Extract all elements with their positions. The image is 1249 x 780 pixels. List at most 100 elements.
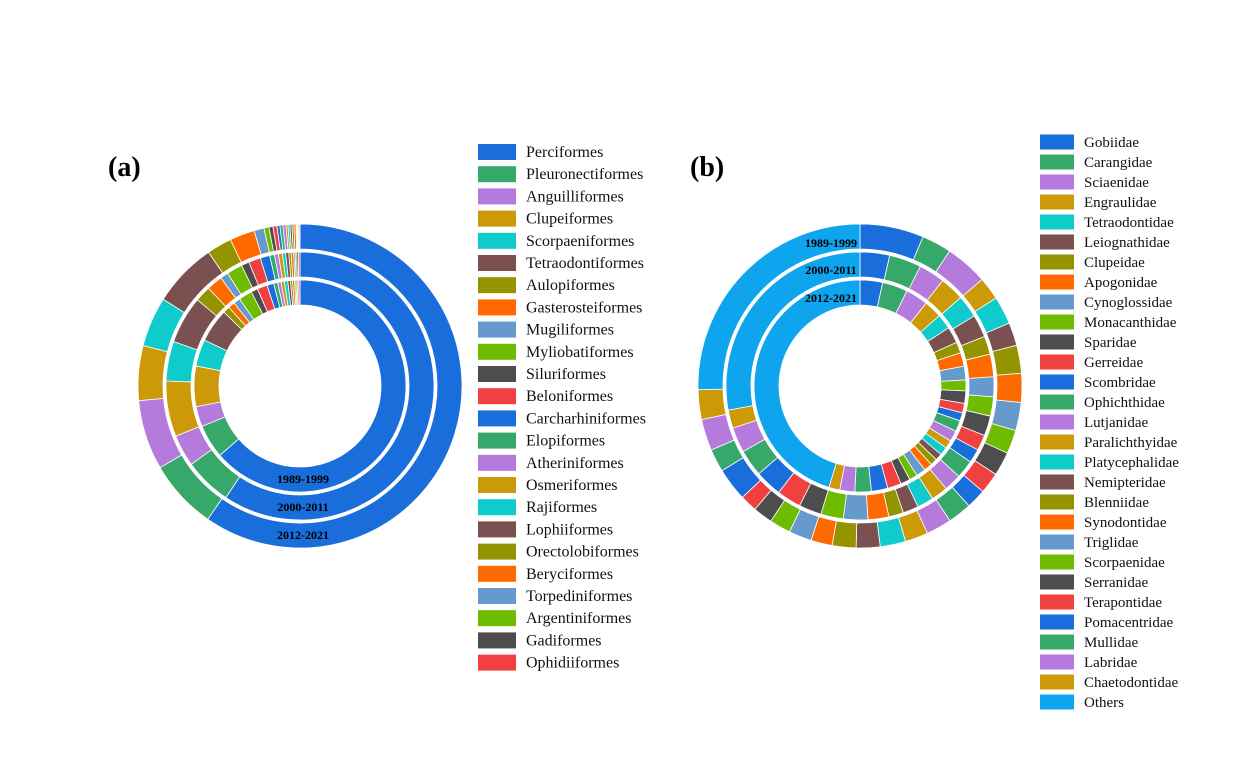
slice-1989-1999-mullidae — [854, 466, 872, 493]
legend-label-blenniidae: Blenniidae — [1084, 495, 1149, 511]
legend-swatch-pleuronectiformes — [478, 166, 516, 183]
legend-item-gerreidae: Gerreidae — [1040, 354, 1143, 371]
legend-label-pleuronectiformes: Pleuronectiformes — [526, 166, 643, 183]
legend-item-scorpaeniformes: Scorpaeniformes — [478, 232, 634, 250]
slice-2012-2021-nemipteridae — [855, 521, 881, 549]
legend-swatch-orectolobiformes — [478, 543, 516, 560]
legend-swatch-triglidae — [1040, 534, 1074, 550]
legend-label-argentiniformes: Argentiniformes — [526, 610, 631, 627]
slice-2012-2021-chaetodontidae — [697, 388, 727, 421]
slice-2000-2011-cynoglossidae — [968, 376, 995, 398]
legend-label-terapontidae: Terapontidae — [1084, 595, 1162, 611]
legend-item-lophiiformes: Lophiiformes — [478, 521, 613, 538]
legend-swatch-platycephalidae — [1040, 454, 1074, 470]
legend-swatch-perciformes — [478, 144, 516, 160]
legend-label-monacanthidae: Monacanthidae — [1084, 315, 1177, 331]
legend-swatch-gadiformes — [478, 632, 516, 649]
slice-2012-2021-clupeiformes — [137, 344, 168, 402]
legend-item-gasterosteiformes: Gasterosteiformes — [478, 299, 642, 316]
legend-item-others: Others — [1040, 694, 1124, 711]
legend-label-apogonidae: Apogonidae — [1084, 275, 1158, 291]
legend-label-sparidae: Sparidae — [1084, 335, 1137, 351]
legend-item-apogonidae: Apogonidae — [1040, 274, 1158, 291]
legend-item-mugiliformes: Mugiliformes — [478, 321, 614, 339]
legend-swatch-ophidiiformes — [478, 654, 516, 671]
legend-label-perciformes: Perciformes — [526, 144, 603, 161]
ring-label-2012-2021: 2012-2021 — [805, 291, 857, 305]
legend-label-gasterosteiformes: Gasterosteiformes — [526, 299, 642, 316]
legend-swatch-sparidae — [1040, 334, 1074, 350]
legend-swatch-atheriniformes — [478, 454, 516, 471]
legend-label-gerreidae: Gerreidae — [1084, 355, 1143, 371]
slice-2000-2011-ophidiiformes — [297, 251, 301, 278]
legend-label-torpediniformes: Torpediniformes — [526, 588, 632, 605]
legend-label-ophichthidae: Ophichthidae — [1084, 395, 1165, 411]
legend-label-carcharhiniformes: Carcharhiniformes — [526, 410, 646, 427]
donut-chart-b — [697, 223, 1023, 549]
legend-label-mugiliformes: Mugiliformes — [526, 322, 614, 339]
legend-label-scorpaenidae: Scorpaenidae — [1084, 555, 1165, 571]
legend-item-tetraodontidae: Tetraodontidae — [1040, 214, 1174, 231]
legend-item-osmeriformes: Osmeriformes — [478, 477, 618, 494]
legend-swatch-serranidae — [1040, 574, 1074, 590]
legend-item-serranidae: Serranidae — [1040, 574, 1148, 591]
legend-item-paralichthyidae: Paralichthyidae — [1040, 434, 1178, 451]
ring-label-1989-1999: 1989-1999 — [277, 472, 329, 486]
legend-label-gobiidae: Gobiidae — [1084, 135, 1139, 151]
legend-item-nemipteridae: Nemipteridae — [1040, 474, 1166, 491]
legend-item-blenniidae: Blenniidae — [1040, 494, 1149, 511]
legend-swatch-ophichthidae — [1040, 394, 1074, 410]
legend-swatch-osmeriformes — [478, 477, 516, 493]
slice-1989-1999-others — [753, 279, 861, 488]
ring-labels-a: 1989-1999 2000-2011 2012-2021 — [277, 472, 329, 542]
legend-swatch-argentiniformes — [478, 610, 516, 627]
legend-swatch-beloniformes — [478, 388, 516, 405]
legend-swatch-engraulidae — [1040, 194, 1074, 210]
legend-item-pomacentridae: Pomacentridae — [1040, 614, 1173, 631]
legend-swatch-mullidae — [1040, 634, 1074, 650]
legend-label-gadiformes: Gadiformes — [526, 632, 602, 649]
legend-swatch-monacanthidae — [1040, 314, 1074, 330]
legend-item-perciformes: Perciformes — [478, 144, 603, 161]
legend-label-clupeidae: Clupeidae — [1084, 255, 1145, 271]
legend-label-rajiformes: Rajiformes — [526, 499, 597, 516]
legend-label-tetraodontidae: Tetraodontidae — [1084, 215, 1174, 231]
legend-swatch-leiognathidae — [1040, 234, 1074, 250]
legend-label-leiognathidae: Leiognathidae — [1084, 235, 1170, 251]
legend-swatch-elopiformes — [478, 432, 516, 449]
legend-item-gadiformes: Gadiformes — [478, 632, 602, 649]
legend-item-labridae: Labridae — [1040, 654, 1138, 671]
legend-swatch-scorpaeniformes — [478, 232, 516, 249]
legend-item-siluriformes: Siluriformes — [478, 366, 606, 383]
legend-a: Perciformes Pleuronectiformes Anguilliform… — [478, 144, 646, 672]
legend-label-sciaenidae: Sciaenidae — [1084, 175, 1149, 191]
legend-item-gobiidae: Gobiidae — [1040, 134, 1139, 151]
legend-item-atheriniformes: Atheriniformes — [478, 454, 624, 472]
legend-label-ophidiiformes: Ophidiiformes — [526, 655, 619, 672]
legend-swatch-carangidae — [1040, 154, 1074, 170]
legend-swatch-scombridae — [1040, 374, 1074, 390]
slice-2000-2011-others — [725, 251, 861, 411]
legend-label-elopiformes: Elopiformes — [526, 433, 605, 450]
ring-label-1989-1999: 1989-1999 — [805, 236, 857, 250]
legend-item-triglidae: Triglidae — [1040, 534, 1139, 551]
legend-label-lutjanidae: Lutjanidae — [1084, 415, 1148, 431]
legend-label-triglidae: Triglidae — [1084, 535, 1139, 551]
legend-item-beloniformes: Beloniformes — [478, 388, 613, 405]
legend-label-orectolobiformes: Orectolobiformes — [526, 544, 639, 561]
legend-swatch-lutjanidae — [1040, 414, 1074, 430]
legend-item-myliobatiformes: Myliobatiformes — [478, 343, 634, 361]
slice-1989-1999-monacanthidae — [940, 379, 967, 392]
legend-label-lophiiformes: Lophiiformes — [526, 521, 613, 538]
legend-item-ophichthidae: Ophichthidae — [1040, 394, 1165, 411]
legend-label-platycephalidae: Platycephalidae — [1084, 455, 1179, 471]
slice-2012-2021-ophidiiformes — [298, 223, 301, 250]
legend-label-chaetodontidae: Chaetodontidae — [1084, 675, 1178, 691]
legend-item-scombridae: Scombridae — [1040, 374, 1156, 391]
legend-swatch-myliobatiformes — [478, 343, 516, 360]
slice-2000-2011-triglidae — [842, 493, 869, 521]
legend-item-mullidae: Mullidae — [1040, 634, 1138, 651]
slice-2012-2021-perciformes — [207, 223, 463, 549]
legend-label-siluriformes: Siluriformes — [526, 366, 606, 383]
legend-label-aulopiformes: Aulopiformes — [526, 277, 615, 294]
